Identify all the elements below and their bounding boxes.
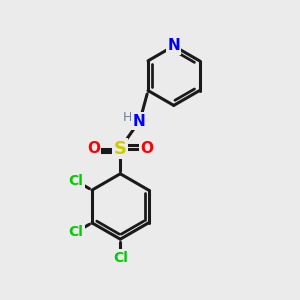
- Text: N: N: [167, 38, 180, 53]
- Text: O: O: [140, 141, 154, 156]
- Text: H: H: [123, 111, 132, 124]
- Text: N: N: [132, 114, 145, 129]
- Text: O: O: [87, 141, 100, 156]
- Text: Cl: Cl: [69, 225, 83, 239]
- Text: Cl: Cl: [113, 250, 128, 265]
- Text: Cl: Cl: [69, 174, 83, 188]
- Text: S: S: [114, 140, 127, 158]
